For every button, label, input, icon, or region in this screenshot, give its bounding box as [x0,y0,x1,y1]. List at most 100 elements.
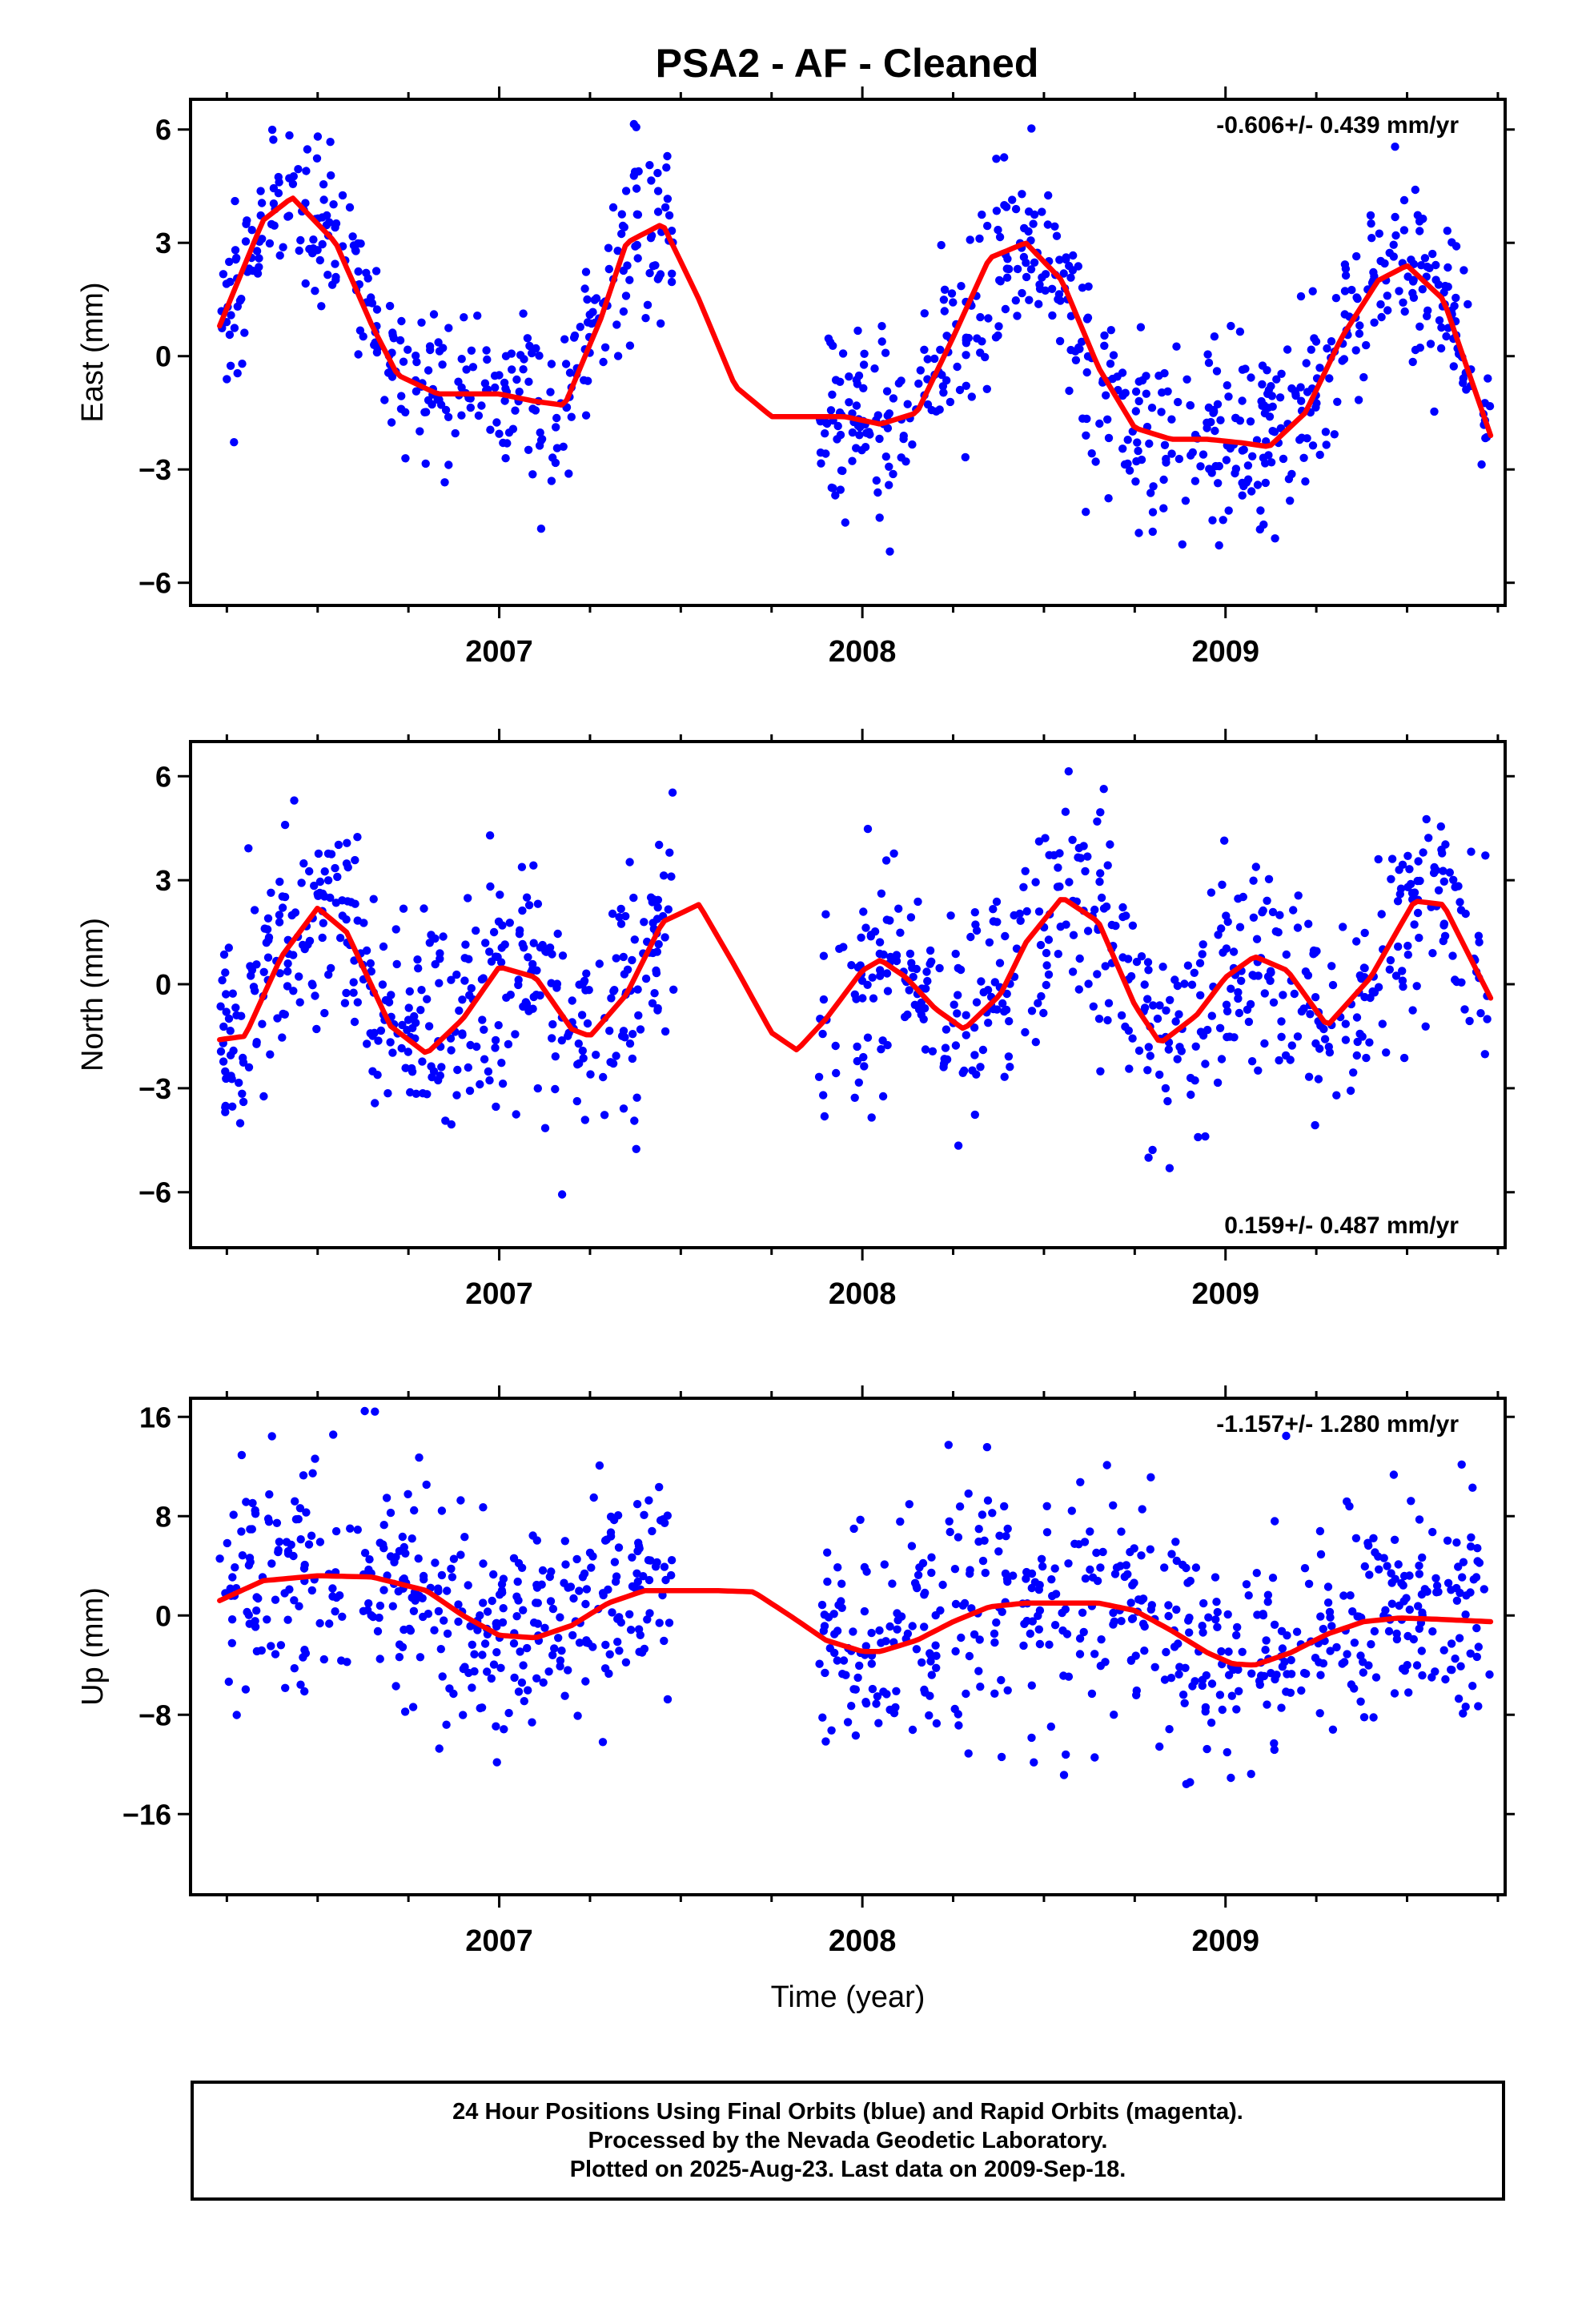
east-data-point [1131,407,1141,416]
up-data-point [1191,1563,1201,1572]
up-data-point [416,1653,425,1662]
up-data-point [1443,1578,1453,1588]
east-data-point [881,452,891,461]
up-data-point [1227,1691,1237,1700]
up-data-point [315,1618,324,1628]
north-data-point [259,1092,268,1101]
east-data-point [1418,285,1427,294]
up-data-point [242,1498,251,1506]
north-data-point [1346,1086,1355,1096]
east-data-point [1082,431,1090,440]
up-data-point [566,1582,576,1591]
up-data-point [1346,1591,1355,1600]
east-data-point [1261,459,1270,468]
east-data-point [859,384,868,392]
east-data-point [908,440,917,449]
up-data-point [272,1518,282,1528]
north-data-point [353,833,362,842]
up-data-point [496,1663,505,1672]
up-data-point [232,1711,241,1719]
north-data-point [1393,897,1403,906]
east-data-point [468,363,478,372]
up-data-point [1261,1646,1270,1655]
up-data-point [957,1633,966,1642]
up-data-point [300,1687,309,1696]
east-data-point [1450,301,1459,311]
east-data-point [1203,350,1212,359]
north-data-point [398,1020,407,1030]
north-data-point [363,1039,371,1048]
east-data-point [462,365,471,374]
east-data-point [486,425,495,434]
up-data-point [1418,1553,1427,1562]
north-data-point [966,932,975,942]
up-data-point [1138,1619,1148,1628]
up-data-point [1117,1617,1126,1626]
north-data-point [1128,921,1138,931]
north-data-point [259,967,268,977]
up-data-point [1213,1607,1223,1617]
up-data-point [561,1560,570,1569]
north-data-point [371,1099,379,1108]
up-data-point [1080,1538,1090,1546]
east-data-point [592,294,601,303]
up-data-point [398,1642,408,1651]
north-data-point [1449,875,1458,885]
up-data-point [1389,1470,1399,1479]
east-data-point [1178,540,1187,549]
up-data-point [1224,1647,1233,1656]
up-data-point [1198,1622,1207,1630]
up-data-point [512,1592,521,1601]
north-data-point [466,1040,475,1050]
north-data-point [1143,1066,1152,1075]
east-data-point [870,364,879,373]
north-data-point [1429,868,1439,878]
up-data-point [391,1682,400,1691]
east-data-point [831,491,840,500]
east-data-point [1426,340,1435,348]
north-data-point [1031,1038,1041,1047]
east-data-point [1340,287,1350,296]
up-data-point [331,1526,341,1536]
up-data-point [1431,1574,1440,1583]
up-data-point [315,1538,325,1546]
up-data-point [408,1534,416,1543]
east-data-point [351,246,360,255]
up-data-point [264,1518,274,1526]
east-data-point [1377,312,1386,322]
north-data-point [551,1084,560,1094]
north-data-point [1103,1015,1112,1025]
east-data-point [1215,541,1223,550]
east-data-point [949,298,958,307]
east-data-point [389,334,398,343]
north-data-point [878,1092,888,1101]
north-data-point [1158,963,1167,971]
north-data-point [1021,1027,1030,1037]
up-data-point [569,1594,578,1603]
up-data-point [1390,1689,1399,1698]
east-data-point [460,313,468,322]
east-xtick-label: 2007 [465,635,533,669]
north-data-point [1439,936,1448,946]
east-data-point [1137,455,1146,464]
north-data-point [1437,845,1446,854]
north-data-point [616,904,625,914]
east-data-point [939,296,949,304]
east-data-point [833,421,842,431]
up-data-point [1138,1505,1146,1514]
east-data-point [383,368,393,377]
footer-line-processed: Processed by the Nevada Geodetic Laborat… [588,2128,1108,2153]
north-data-point [946,911,955,920]
east-data-point [1283,345,1292,354]
north-data-point [226,1051,235,1059]
up-data-point [615,1613,624,1622]
up-data-point [437,1570,447,1580]
east-data-point [1041,286,1050,295]
north-data-point [641,974,651,983]
east-data-point [308,248,318,257]
up-data-point [1283,1631,1291,1640]
east-data-point [269,199,279,208]
east-data-point [1224,506,1233,515]
north-data-point [235,1119,245,1128]
north-data-point [1173,1055,1182,1063]
